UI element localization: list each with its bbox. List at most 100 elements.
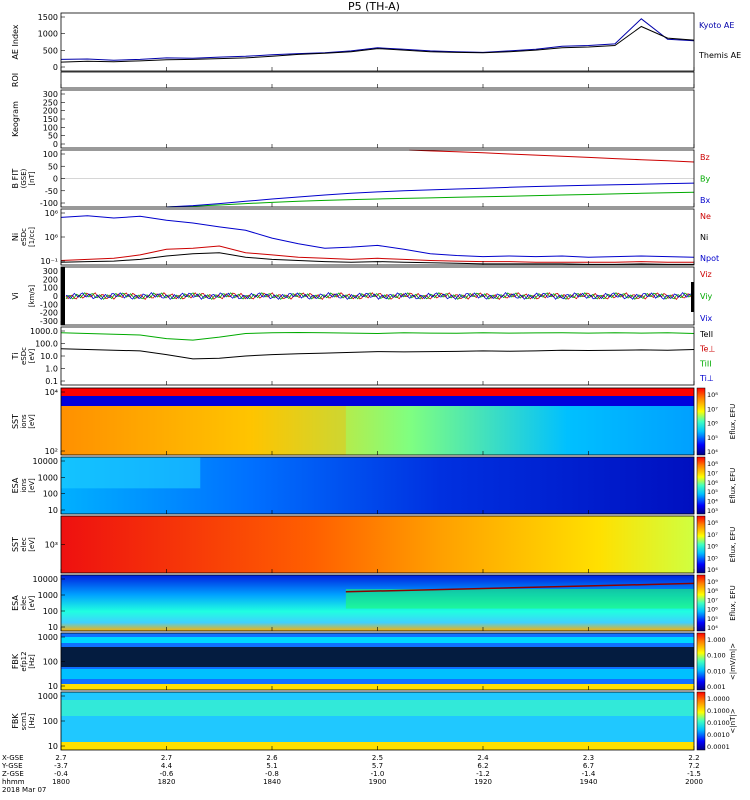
footer-value: 1800 [52,778,70,786]
footer-value: 6.2 [477,762,488,770]
sst_elec-cbar-tick: 10⁷ [707,531,718,539]
footer-value: -1.5 [687,770,701,778]
density-legend-item: Ni [700,233,708,242]
velocity-ytick: -100 [40,300,58,309]
sst_ion-cbar-tick: 10⁴ [707,448,718,456]
velocity-legend-item: Vix [700,314,713,323]
fbk_b-cbar-tick: 0.0010 [707,731,730,739]
esa_ion-cbar-tick: 10⁷ [707,469,718,477]
bfield-ylabel2: (GSE) [20,168,28,188]
footer-value: 6.7 [583,762,594,770]
density-series-npot [60,215,695,258]
esa_ion-colorbar [696,456,706,515]
esa_elec-ylabel2: elec [20,596,28,611]
sst_ion-ylabel3: [eV] [28,414,36,429]
panel-sst_ion: Eflux, EFU 10⁸ 10⁷ 10⁶ 10⁵ 10⁴ SST ions [eV] 10⁴ 1… [11,387,737,456]
sst_elec-ylabel: SST [11,537,20,552]
esa_elec-ytick: 10 [48,623,58,632]
velocity-ytick: -300 [40,317,58,326]
density-ytick: 10⁻¹ [40,257,58,266]
fbk_e-ytick: 100 [43,658,58,667]
keogram-ytick: 200 [43,107,58,116]
bfield-ytick: 50 [48,162,58,171]
velocity-ylabel3: [km/s] [28,285,36,308]
temperature-series-tiii [60,331,695,341]
temperature-ytick: 1.0 [45,365,58,374]
fbk_b-cbar-tick: 0.0001 [707,743,730,751]
density-ytick: 10⁶ [45,209,58,218]
panel-fbk_e: <|mV/m|>1.000 0.100 0.010 0.001 FBK efp12 [Hz]… [11,632,737,691]
temperature-legend-item: Ti⊥ [699,374,714,383]
ae-legend-kyoto: Kyoto AE [699,21,734,30]
footer-value: -0.6 [160,770,174,778]
panel-sst_elec: Eflux, EFU 10⁸ 10⁷ 10⁶ 10⁵ 10⁴ SST elec [eV] 10³ [11,515,737,574]
fbk_e-ylabel: FBK [11,653,20,669]
temperature-legend-item: TeII [699,330,713,339]
fbk_b-cbar-label: <|nT|> [729,708,737,733]
sst-elec-spectrogram [61,516,694,573]
bfield-ylabel3: [nT] [28,171,36,185]
fbk_e-cbar-tick: 0.100 [707,652,726,660]
sst_ion-cbar-tick: 10⁵ [707,434,718,442]
footer-value: 2.5 [372,754,383,762]
temperature-legend-item: TiII [699,359,712,368]
bfield-ytick: 100 [43,150,58,159]
velocity-trace-1 [65,292,692,301]
ae-ylabel: AE Index [11,24,20,59]
temperature-ylabel: Ti [11,353,20,361]
temperature-ytick: 0.1 [45,377,58,386]
bfield-legend-item: Bx [700,196,710,205]
panel-temperature: TeII Te⊥ TiII Ti⊥ Ti eSDc [eV] 1000.0 100.0 10.0 1… [11,326,715,386]
keogram-ytick: 100 [43,123,58,132]
esa_elec-ytick: 10000 [33,575,58,584]
sst_ion-cbar-tick: 10⁶ [707,420,718,428]
density-series-ne [60,245,694,263]
velocity-dropout-right [691,282,694,312]
esa_elec-cbar-tick: 10⁷ [707,596,718,604]
sst_ion-cbar-tick: 10⁷ [707,405,718,413]
footer-value: 1940 [580,778,598,786]
fbk_b-ytick: 1000 [38,692,58,701]
sst-ion-warm-region [61,406,346,455]
velocity-trace-2 [65,291,692,300]
fbk_b-cbar-tick: 1.0000 [707,695,730,703]
sst_elec-ytick: 10³ [45,541,58,550]
sst_ion-ytick: 10² [45,447,58,456]
footer-row-label: Y-GSE [1,762,23,770]
footer-value: 2000 [685,778,703,786]
bfield-ytick: 0 [53,175,58,184]
footer-value: 2.3 [583,754,594,762]
fbk_b-cbar-tick: 0.1000 [707,707,730,715]
footer-value: 5.1 [266,762,277,770]
panel-ae: Kyoto AE Themis AE AE Index 1500 1000 500 0 [11,12,741,72]
ae-ytick: 1000 [38,30,58,39]
temperature-ytick: 10.0 [40,352,58,361]
velocity-ytick: -200 [40,309,58,318]
footer-value: -3.7 [54,762,68,770]
density-ylabel2: eSDc [20,228,28,246]
fbk_e-cbar-tick: 0.010 [707,667,726,675]
esa_ion-ytick: 10 [48,506,58,515]
sst-ion-top-band [61,388,694,396]
temperature-ytick: 100.0 [35,340,58,349]
esa_elec-cbar-tick: 10⁵ [707,615,718,623]
esa_ion-ylabel: ESA [11,477,20,493]
keogram-frame [60,89,695,149]
sst_elec-cbar-tick: 10⁵ [707,554,718,562]
plot-title: P5 (TH-A) [348,0,400,13]
bfield-ytick: -50 [45,187,58,196]
footer-value: -1.2 [476,770,490,778]
esa-elec-green-region [345,589,694,609]
footer-value: 1900 [369,778,387,786]
esa_ion-ylabel3: [eV] [28,478,36,493]
fbk_e-ylabel3: [Hz] [28,654,36,669]
fbk_b-ylabel3: [Hz] [28,714,36,729]
fbk-e-lower-band [61,669,694,679]
esa-ion-enhancement [61,457,201,489]
esa_ion-cbar-tick: 10⁸ [707,460,718,468]
fbk_e-cbar-label: <|mV/m|> [729,643,737,680]
